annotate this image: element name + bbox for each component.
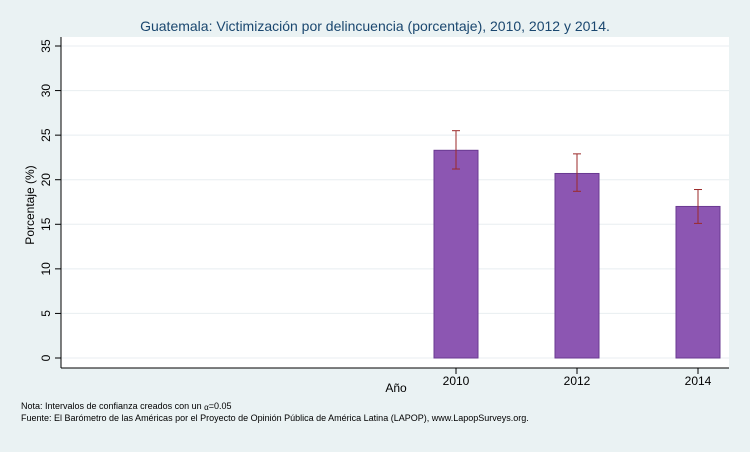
- chart-title: Guatemala: Victimización por delincuenci…: [140, 18, 610, 34]
- error-bar: [573, 153, 581, 192]
- x-tick-label: 2010: [443, 374, 470, 388]
- plot-area: [61, 37, 729, 368]
- y-tick-label: 10: [39, 262, 53, 276]
- x-axis-ticks: 2010 2012 2014: [443, 368, 712, 388]
- y-axis-label: Porcentaje (%): [23, 165, 37, 244]
- error-bar: [694, 189, 702, 224]
- bar: [554, 172, 600, 359]
- error-bars: [452, 130, 702, 224]
- confidence-note-suffix: =0.05: [208, 401, 232, 411]
- source-note: Fuente: El Barómetro de las Américas por…: [21, 413, 529, 423]
- y-tick-label: 0: [39, 354, 53, 361]
- x-axis-label: Año: [385, 381, 407, 395]
- y-tick-label: 5: [39, 310, 53, 317]
- y-tick-label: 25: [39, 128, 53, 142]
- chart-notes: Nota: Intervalos de confianza creados co…: [21, 401, 529, 424]
- y-tick-label: 35: [39, 39, 53, 53]
- x-tick-label: 2014: [685, 374, 712, 388]
- y-tick-label: 30: [39, 84, 53, 98]
- alpha-symbol: α: [204, 403, 209, 412]
- x-tick-label: 2012: [564, 374, 591, 388]
- bars: [433, 149, 721, 359]
- y-tick-label: 20: [39, 173, 53, 187]
- gridlines: [61, 45, 729, 359]
- confidence-note-prefix: Nota: Intervalos de confianza creados co…: [21, 401, 205, 411]
- y-tick-label: 15: [39, 217, 53, 231]
- error-bar: [452, 130, 460, 170]
- y-axis-ticks: 0 5 10 15 20 25 30 35: [39, 39, 61, 361]
- bar: [675, 205, 721, 359]
- confidence-note: Nota: Intervalos de confianza creados co…: [21, 401, 529, 413]
- bar: [433, 149, 479, 359]
